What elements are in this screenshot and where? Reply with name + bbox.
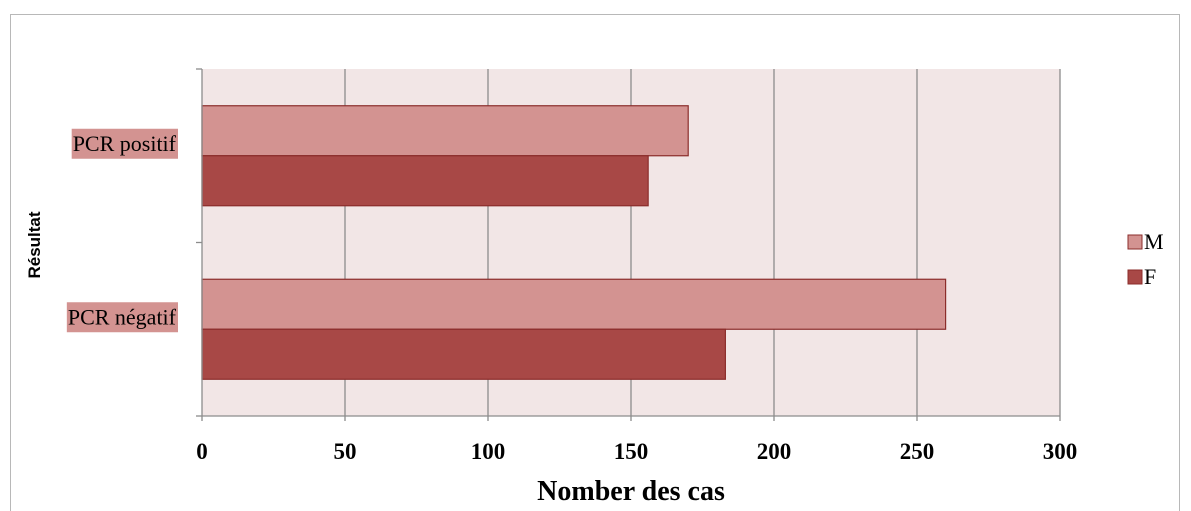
legend-item-f: F	[1127, 264, 1156, 289]
legend: MF	[1127, 229, 1164, 289]
bars	[201, 105, 947, 380]
x-axis-title: Nomber des cas	[537, 476, 725, 507]
category-label-text: PCR positif	[73, 131, 177, 156]
category-label-highlight	[71, 128, 178, 159]
bar-f-1	[201, 328, 726, 380]
legend-label: M	[1144, 229, 1164, 254]
category-label-text: PCR négatif	[68, 304, 177, 329]
x-tick-label: 200	[757, 439, 792, 464]
x-tick-label: 300	[1043, 439, 1078, 464]
x-tick-label: 250	[900, 439, 935, 464]
legend-item-m: M	[1127, 229, 1164, 254]
category-labels: PCR négatif PCR positif	[66, 128, 178, 333]
legend-label: F	[1144, 264, 1156, 289]
x-tick-label: 50	[334, 439, 357, 464]
y-axis-title: Résultat	[25, 211, 44, 278]
axes	[196, 68, 1061, 421]
category-label-highlight	[66, 302, 178, 333]
legend-swatch	[1127, 269, 1143, 285]
category-label-1: PCR négatif	[66, 302, 178, 333]
bar-m-2	[201, 105, 689, 157]
chart-frame	[10, 14, 1180, 511]
x-tick-labels: 0 50 100 150 200 250 300	[196, 439, 1077, 464]
category-label-2: PCR positif	[71, 128, 178, 159]
x-tick-label: 100	[471, 439, 506, 464]
bar-m-1	[201, 278, 947, 330]
x-tick-label: 150	[614, 439, 649, 464]
legend-swatch	[1127, 234, 1143, 250]
bar-f-2	[201, 155, 649, 207]
x-tick-label: 0	[196, 439, 208, 464]
